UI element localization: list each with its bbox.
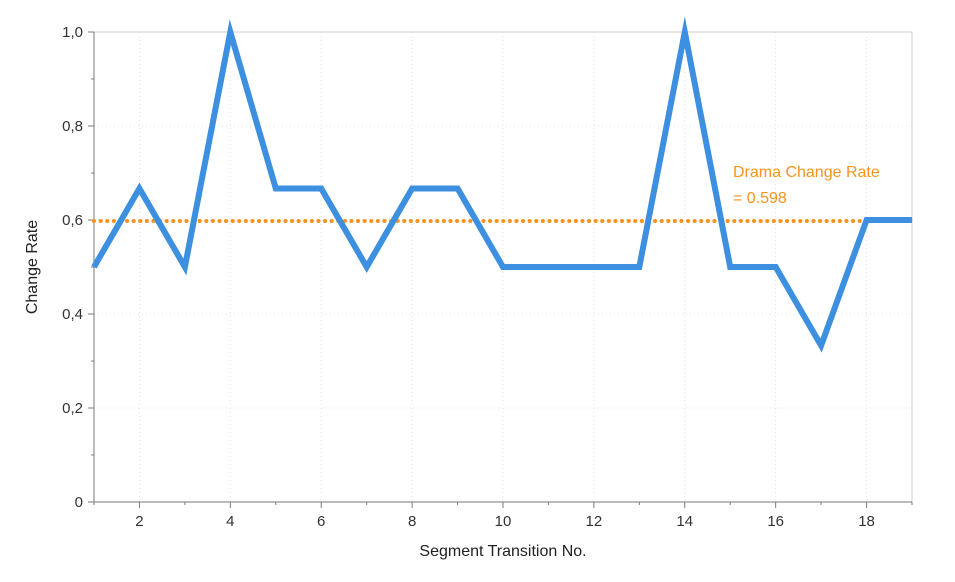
x-tick-label: 4 (226, 513, 234, 530)
data-point (93, 266, 95, 268)
x-tick-label: 8 (408, 513, 416, 530)
x-axis-label: Segment Transition No. (419, 543, 586, 560)
y-tick-label: 1,0 (62, 24, 83, 41)
x-tick-label: 16 (767, 513, 784, 530)
data-point (320, 188, 322, 190)
reference-line-value-label: = 0.598 (733, 190, 787, 207)
data-point (593, 266, 595, 268)
labels-group: Change Rate Segment Transition No. Drama… (24, 164, 880, 560)
y-tick-label: 0,6 (62, 212, 83, 229)
data-point (775, 266, 777, 268)
x-tick-label: 10 (495, 513, 512, 530)
reference-line-label: Drama Change Rate (733, 164, 880, 181)
y-tick-label: 0,4 (62, 306, 83, 323)
data-point (138, 188, 140, 190)
data-point (411, 188, 413, 190)
x-tick-label: 6 (317, 513, 325, 530)
data-point (366, 266, 368, 268)
y-tick-label: 0,2 (62, 400, 83, 417)
data-point (729, 266, 731, 268)
y-tick-label: 0,8 (62, 118, 83, 135)
x-tick-label: 12 (586, 513, 603, 530)
data-point (684, 31, 686, 33)
data-point (502, 266, 504, 268)
x-tick-label: 18 (858, 513, 875, 530)
data-point (911, 219, 913, 221)
data-point (229, 31, 231, 33)
x-tick-label: 14 (676, 513, 693, 530)
data-point (547, 266, 549, 268)
y-tick-label: 0 (75, 494, 83, 511)
x-tick-label: 2 (135, 513, 143, 530)
data-point (638, 266, 640, 268)
data-point (457, 188, 459, 190)
data-point (275, 188, 277, 190)
y-axis-label: Change Rate (24, 220, 41, 314)
data-point (184, 266, 186, 268)
data-point (820, 344, 822, 346)
series-group (91, 16, 913, 353)
data-point (866, 219, 868, 221)
